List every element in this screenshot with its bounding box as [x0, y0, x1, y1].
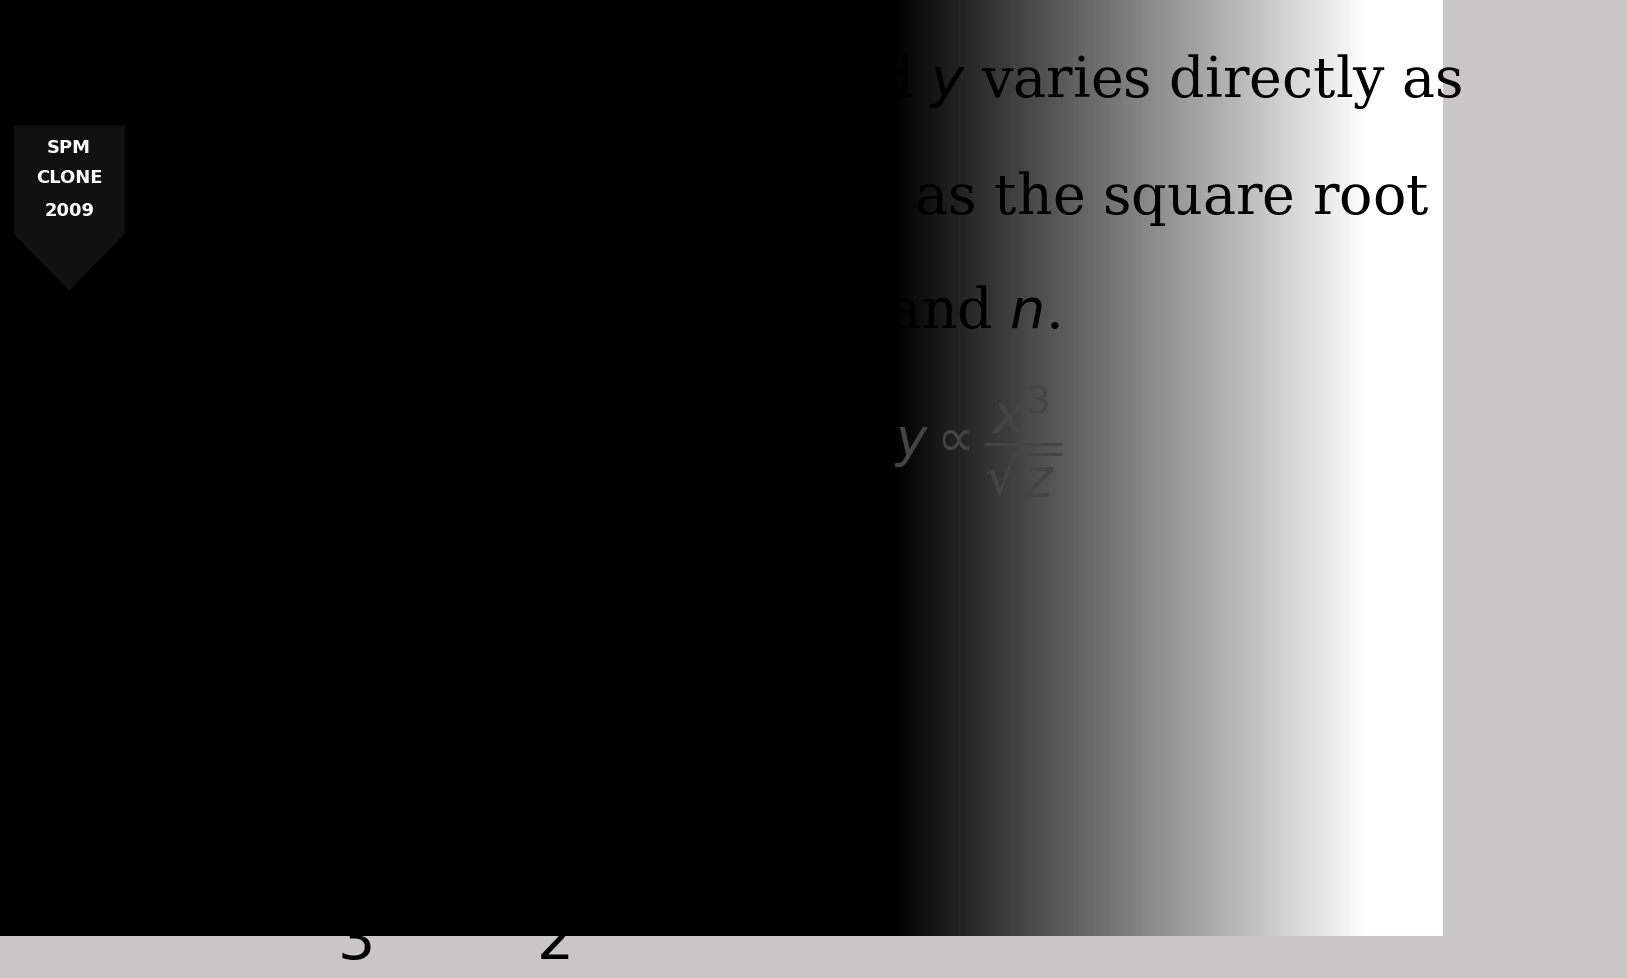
- Text: of $z$. State the values of $m$ and $n$.: of $z$. State the values of $m$ and $n$.: [137, 286, 1059, 340]
- Text: CLONE: CLONE: [36, 169, 103, 187]
- Text: $y \propto \dfrac{x^3}{\sqrt{z}}$: $y \propto \dfrac{x^3}{\sqrt{z}}$: [895, 383, 1062, 499]
- Text: SPM: SPM: [47, 139, 91, 156]
- Text: C: C: [109, 706, 156, 767]
- Text: the cube of $x$ and inversely as the square root: the cube of $x$ and inversely as the squ…: [137, 168, 1430, 227]
- Text: $m = 3,\; n = \dfrac{1}{2}$: $m = 3,\; n = \dfrac{1}{2}$: [210, 417, 568, 525]
- Text: $m = \dfrac{1}{3},\; n = \dfrac{1}{2}$: $m = \dfrac{1}{3},\; n = \dfrac{1}{2}$: [210, 852, 576, 961]
- Polygon shape: [15, 127, 124, 290]
- Text: $m = 3,\; n = -\dfrac{1}{2}$: $m = 3,\; n = -\dfrac{1}{2}$: [210, 566, 639, 675]
- Text: A: A: [109, 417, 156, 476]
- Text: $m = \dfrac{1}{3},\; n = 2$: $m = \dfrac{1}{3},\; n = 2$: [210, 706, 569, 817]
- Text: 2009: 2009: [44, 201, 94, 219]
- Text: 14.: 14.: [18, 37, 129, 99]
- Text: D: D: [109, 852, 161, 911]
- Text: It is given that $y \propto x^mz^n$ and $y$ varies directly as: It is given that $y \propto x^mz^n$ and …: [137, 52, 1463, 111]
- Text: B: B: [109, 566, 159, 626]
